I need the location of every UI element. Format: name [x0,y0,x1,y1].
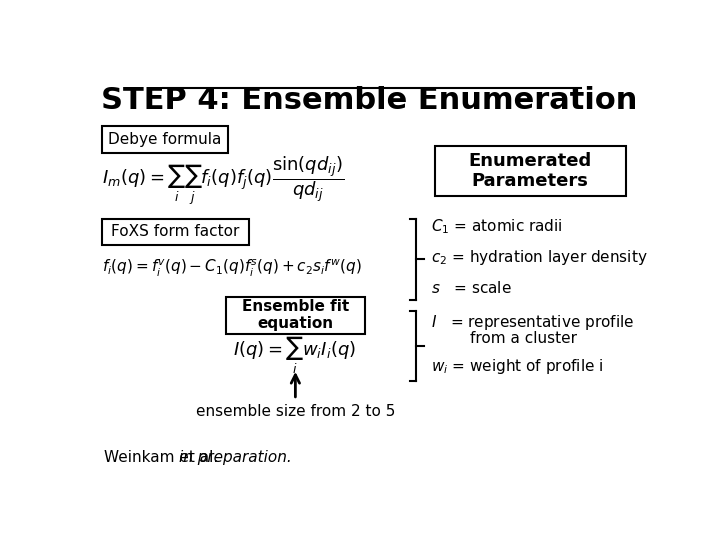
Text: $C_1$ = atomic radii: $C_1$ = atomic radii [431,217,563,236]
Text: $w_i$ = weight of profile i: $w_i$ = weight of profile i [431,357,603,376]
Text: $I$   = representative profile: $I$ = representative profile [431,313,634,332]
FancyBboxPatch shape [102,219,249,245]
Text: FoXS form factor: FoXS form factor [111,225,240,239]
Text: in preparation.: in preparation. [179,450,292,465]
Text: Debye formula: Debye formula [109,132,222,147]
Text: $c_2$ = hydration layer density: $c_2$ = hydration layer density [431,248,648,267]
Text: $s$   = scale: $s$ = scale [431,280,512,296]
FancyBboxPatch shape [435,146,626,197]
Text: Enumerated
Parameters: Enumerated Parameters [469,152,592,191]
Text: $I(q) = \sum_i w_i I_i(q)$: $I(q) = \sum_i w_i I_i(q)$ [233,335,356,376]
Text: $f_i(q) = f_i^v(q) - C_1(q) f_i^s(q) + c_2 s_i f^w(q)$: $f_i(q) = f_i^v(q) - C_1(q) f_i^s(q) + c… [102,258,361,279]
Text: Ensemble fit
equation: Ensemble fit equation [242,299,349,331]
Text: STEP 4: Ensemble Enumeration: STEP 4: Ensemble Enumeration [101,86,637,116]
FancyBboxPatch shape [226,296,365,334]
Text: from a cluster: from a cluster [431,330,577,346]
Text: Weinkam et al.: Weinkam et al. [104,450,223,465]
Text: $I_m(q) = \sum_i \sum_j f_i(q) f_j(q) \dfrac{\sin(qd_{ij})}{qd_{ij}}$: $I_m(q) = \sum_i \sum_j f_i(q) f_j(q) \d… [102,154,344,207]
FancyBboxPatch shape [102,126,228,153]
Text: ensemble size from 2 to 5: ensemble size from 2 to 5 [196,403,395,418]
